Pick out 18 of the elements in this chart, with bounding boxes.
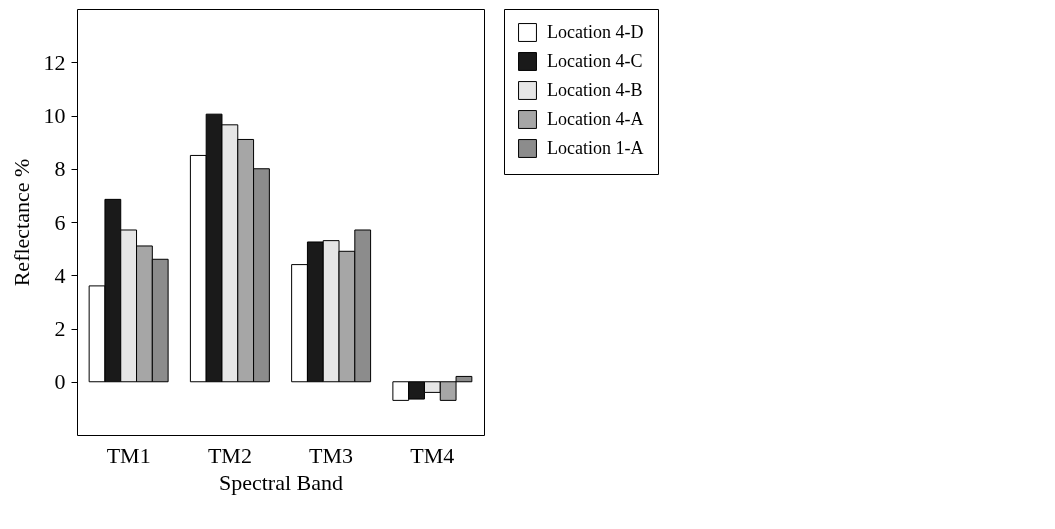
- y-tick-label: 0: [54, 369, 66, 395]
- x-tick-label: TM4: [410, 442, 455, 468]
- x-axis-title: Spectral Band: [218, 469, 344, 495]
- legend-label: Location 4-A: [547, 108, 644, 129]
- legend-label: Location 1-A: [547, 137, 644, 158]
- y-tick-label: 8: [54, 156, 66, 182]
- legend-label: Location 4-C: [547, 50, 643, 71]
- y-tick-label: 2: [54, 316, 66, 341]
- legend-label: Location 4-B: [547, 79, 643, 100]
- x-tick-label: TM2: [207, 442, 252, 468]
- y-tick-label: 12: [43, 49, 66, 75]
- x-tick-label: TM1: [106, 442, 151, 468]
- y-axis-title: Reflectance %: [8, 158, 34, 287]
- x-tick-label: TM3: [309, 442, 354, 468]
- y-tick-label: 4: [54, 262, 66, 288]
- y-tick-label: 10: [43, 103, 66, 128]
- legend-label: Location 4-D: [547, 21, 644, 42]
- y-tick-label: 6: [54, 209, 66, 235]
